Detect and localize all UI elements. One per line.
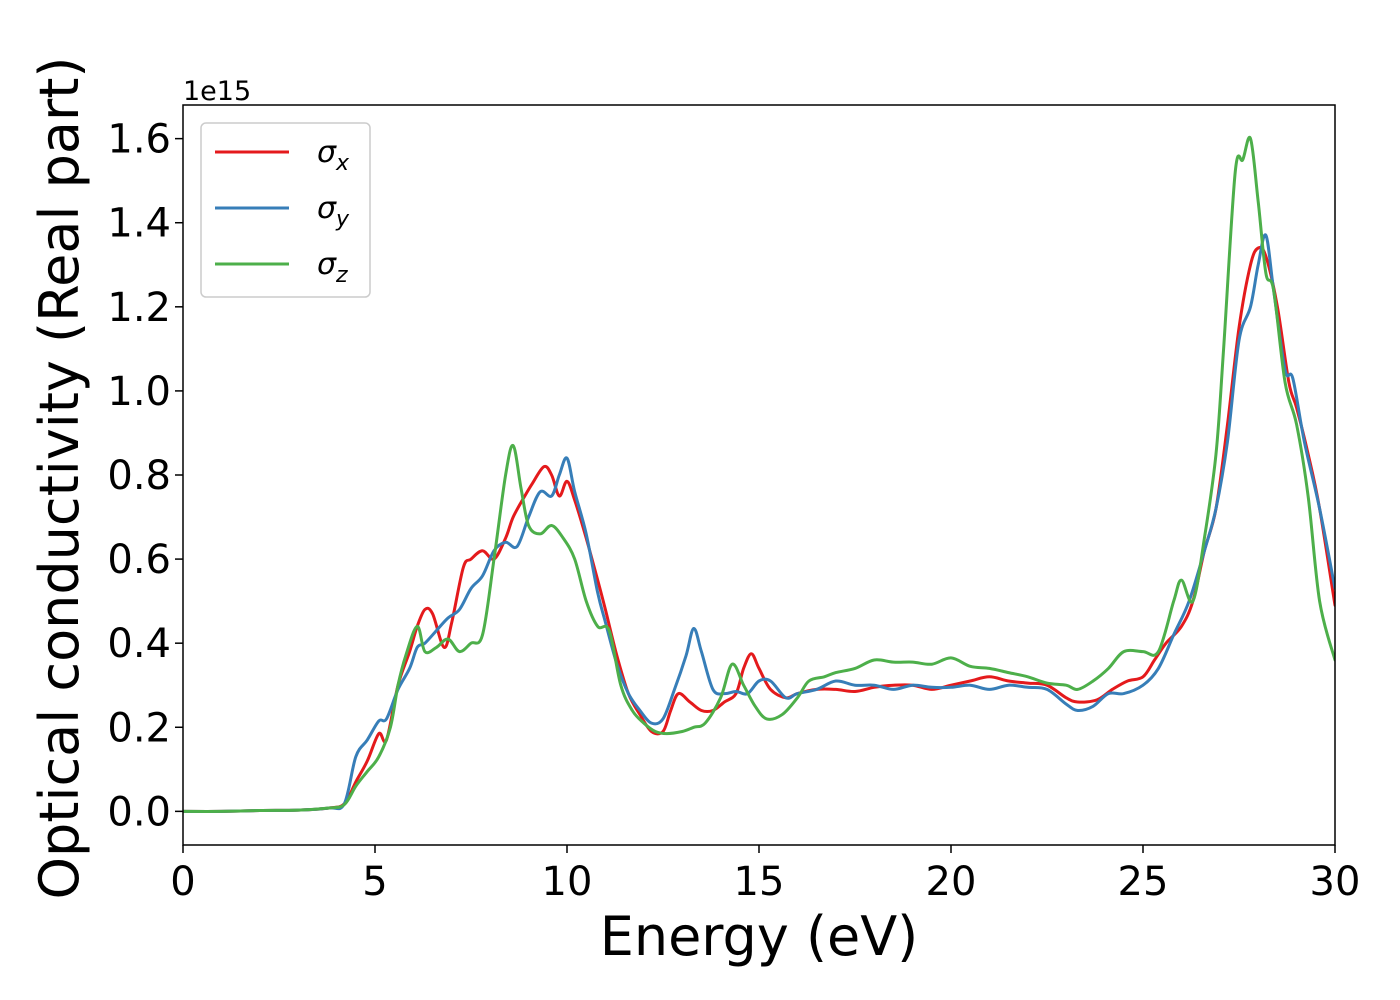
series-layer: [183, 135, 1335, 813]
x-axis-ticks: 0 5 10 15 20 25 30: [170, 845, 1360, 905]
series-line-x: [183, 245, 1335, 813]
y-tick-label: 0.4: [107, 621, 171, 667]
legend-item-y: σy: [215, 191, 350, 232]
y-tick-label: 0.2: [107, 705, 171, 751]
legend-label: σx: [317, 135, 350, 176]
legend-label: σz: [317, 247, 348, 288]
y-tick-label: 0.8: [107, 453, 171, 499]
x-tick-label: 30: [1310, 859, 1361, 905]
series-line-z: [183, 135, 1335, 813]
x-tick-label: 10: [542, 859, 593, 905]
legend: σx σy σz: [200, 122, 371, 298]
x-tick-label: 0: [170, 859, 195, 905]
y-axis-title: Optical conductivity (Real part): [28, 57, 91, 900]
x-axis-title: Energy (eV): [600, 905, 919, 968]
legend-item-x: σx: [215, 135, 350, 176]
legend-item-z: σz: [215, 247, 348, 288]
y-tick-label: 1.2: [107, 285, 171, 331]
x-tick-label: 25: [1118, 859, 1169, 905]
series-line-y: [183, 233, 1335, 813]
x-tick-label: 20: [926, 859, 977, 905]
y-axis-ticks: 0.0 0.2 0.4 0.6 0.8 1.0 1.2 1.4 1.6: [107, 117, 183, 835]
y-tick-label: 1.4: [107, 201, 171, 247]
x-tick-label: 15: [734, 859, 785, 905]
y-tick-label: 0.6: [107, 537, 171, 583]
legend-label: σy: [317, 191, 350, 232]
y-offset-label: 1e15: [183, 76, 251, 107]
y-tick-label: 0.0: [107, 789, 171, 835]
y-tick-label: 1.0: [107, 369, 171, 415]
x-tick-label: 5: [362, 859, 387, 905]
y-tick-label: 1.6: [107, 117, 171, 163]
legend-box: [200, 122, 371, 298]
